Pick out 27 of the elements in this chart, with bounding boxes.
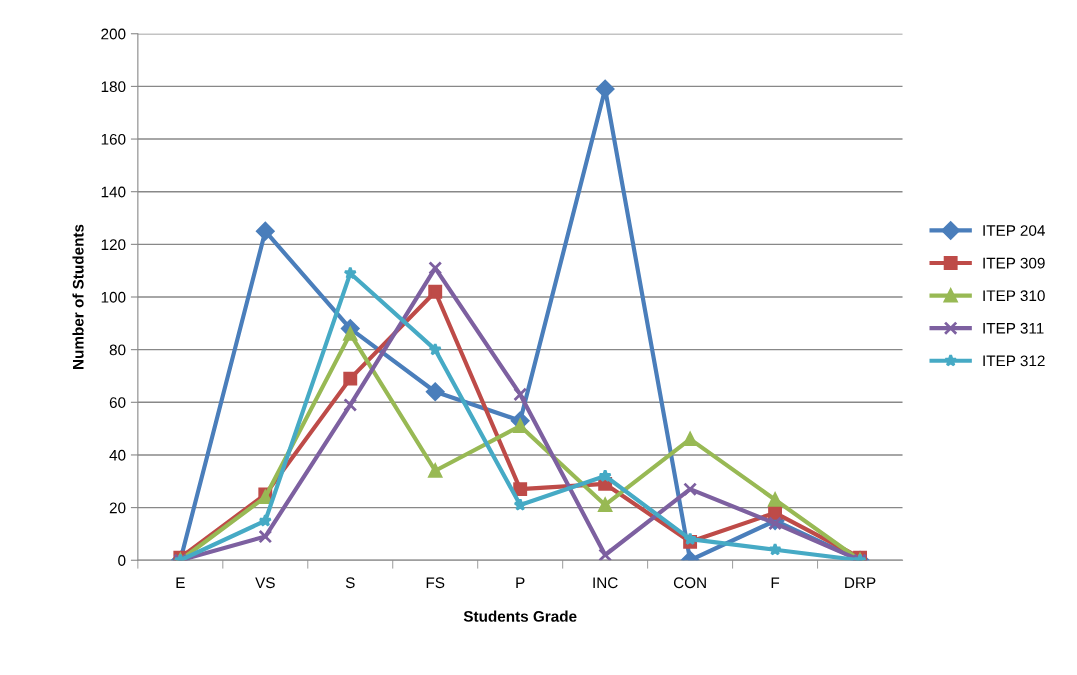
x-tick-label: INC: [593, 577, 618, 589]
x-tick-label: S: [345, 577, 355, 589]
legend-label: ITEP 311: [983, 322, 1044, 334]
y-tick-label: 200: [101, 28, 126, 40]
y-tick-label: 80: [109, 344, 126, 356]
x-axis-title: Students Grade: [463, 610, 577, 622]
y-tick-label: 100: [101, 291, 126, 303]
y-tick-label: 140: [101, 186, 126, 198]
x-tick-label: DRP: [845, 577, 876, 588]
x-tick-label: FS: [426, 577, 445, 589]
y-tick-label: 160: [101, 133, 126, 145]
legend-label: ITEP 309: [983, 257, 1045, 269]
y-tick-label: 180: [101, 81, 126, 93]
y-tick-label: 120: [101, 239, 126, 251]
x-tick-label: VS: [255, 577, 275, 589]
x-tick-label: F: [771, 577, 780, 588]
legend-label: ITEP 312: [983, 355, 1045, 367]
legend-label: ITEP 310: [983, 290, 1045, 302]
y-tick-label: 60: [109, 397, 126, 408]
y-tick-label: 20: [109, 502, 126, 514]
x-tick-label: CON: [673, 577, 706, 589]
x-tick-label: E: [176, 577, 185, 588]
y-tick-label: 0: [118, 555, 126, 566]
x-tick-label: P: [516, 577, 525, 588]
legend-label: ITEP 204: [983, 225, 1045, 236]
y-axis-title: Number of Students: [72, 224, 84, 369]
y-tick-label: 40: [109, 449, 126, 461]
